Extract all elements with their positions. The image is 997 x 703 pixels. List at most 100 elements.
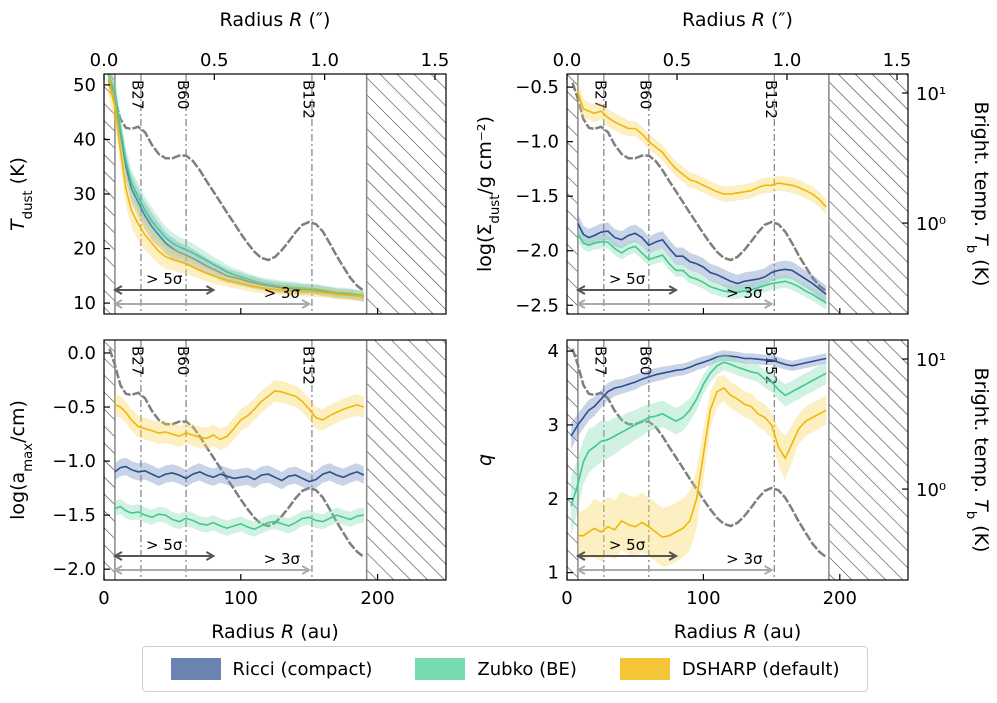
line-dsharp — [577, 387, 827, 539]
y-tick-label: −2.0 — [515, 241, 559, 262]
inner-hatch — [567, 74, 578, 314]
right-tick-label: 10¹ — [916, 350, 946, 371]
gap-label-b152: B152 — [300, 80, 318, 119]
sig3-label: > 3σ — [726, 550, 763, 568]
x-tick-label: 200 — [823, 588, 857, 609]
right-tick-label: 10¹ — [916, 84, 946, 105]
sig5-heads — [575, 551, 679, 561]
y-axis-label: q — [474, 454, 496, 466]
sig5-label: > 5σ — [146, 536, 183, 554]
right-axis-label: Bright. temp. Tb (K) — [964, 102, 993, 287]
legend-swatch-zubko — [415, 658, 466, 680]
top-tick-label: 1.5 — [421, 50, 450, 71]
y-axis-label: log(amax/cm) — [7, 400, 36, 520]
band-dsharp — [577, 374, 827, 567]
plot-area: B27 B60 B152 > 5σ > 3σ — [104, 74, 446, 314]
inner-hatch — [567, 340, 578, 580]
line-zubko — [570, 361, 827, 507]
sig3-heads — [112, 299, 312, 309]
panel-top-left: B27 B60 B152 > 5σ > 3σ 10 20 30 40 50 0.0 0.5 1.0 1.5… — [7, 9, 450, 315]
top-tick-label: 1.5 — [883, 50, 912, 71]
panel-top-right: B27 B60 B152 > 5σ > 3σ −2.5 −2.0 −1.5 −1.0 −0.5 0.… — [474, 9, 992, 316]
y-tick-label: 20 — [73, 239, 96, 260]
plot-area: B27 B60 B152 > 5σ > 3σ — [567, 74, 908, 314]
legend-swatch-dsharp — [619, 658, 670, 680]
top-axis-label: Radius R (″) — [220, 9, 331, 31]
y-tick-label: 50 — [73, 75, 96, 96]
gap-label-b27: B27 — [129, 80, 147, 109]
band-zubko — [571, 354, 827, 536]
brightness-profile — [571, 82, 827, 293]
y-tick-label: −0.5 — [52, 397, 96, 418]
top-tick-label: 1.0 — [310, 50, 339, 71]
outer-hatch — [366, 74, 446, 314]
sig5-heads — [112, 285, 216, 295]
sig3-heads — [112, 565, 312, 575]
x-axis-label: Radius R (au) — [674, 621, 802, 643]
top-tick-label: 0.0 — [90, 50, 119, 71]
y-tick-label: 0.0 — [67, 343, 96, 364]
band-ricci — [108, 74, 364, 302]
right-tick-label: 10⁰ — [916, 480, 946, 501]
sig3-label: > 3σ — [264, 550, 301, 568]
legend-item-zubko: Zubko (BE) — [415, 658, 577, 680]
band-ricci — [571, 350, 827, 450]
y-tick-label: 40 — [73, 129, 96, 150]
y-tick-label: 3 — [548, 415, 559, 436]
sig5-label: > 5σ — [146, 270, 183, 288]
line-ricci — [577, 223, 827, 296]
top-axis-label: Radius R (″) — [682, 9, 793, 31]
x-tick-label: 100 — [686, 588, 720, 609]
gap-label-b27: B27 — [129, 346, 147, 375]
panel-bottom-left: B27 B60 B152 > 5σ > 3σ −2.0 −1.5 −1.0 −0.5 0.0 0 10… — [7, 339, 447, 643]
line-ricci — [114, 465, 365, 483]
right-axis-label: Bright. temp. Tb (K) — [964, 368, 993, 553]
y-tick-label: −0.5 — [515, 77, 559, 98]
sig3-label: > 3σ — [264, 284, 301, 302]
inner-hatch — [104, 340, 115, 580]
top-tick-label: 1.0 — [773, 50, 802, 71]
band-ricci — [114, 457, 364, 491]
line-zubko — [107, 74, 365, 297]
gap-label-b60: B60 — [637, 346, 655, 375]
legend-label-dsharp: DSHARP (default) — [681, 658, 840, 680]
y-tick-label: 2 — [548, 489, 559, 510]
gap-label-b152: B152 — [300, 346, 318, 385]
y-axis-label: log(Σdust/g cm⁻²) — [474, 116, 503, 272]
y-tick-label: −2.0 — [52, 559, 96, 580]
outer-hatch — [828, 340, 908, 580]
top-tick-label: 0.0 — [553, 50, 582, 71]
outer-hatch — [828, 74, 908, 314]
gap-label-b60: B60 — [637, 80, 655, 109]
gap-label-b152: B152 — [762, 346, 780, 385]
legend-label-zubko: Zubko (BE) — [477, 658, 577, 680]
axes-frame — [566, 339, 909, 581]
sig3-heads — [575, 299, 774, 309]
band-zubko — [114, 498, 364, 537]
y-tick-label: −1.0 — [52, 451, 96, 472]
band-dsharp — [114, 380, 364, 451]
top-tick-label: 0.5 — [200, 50, 229, 71]
y-tick-label: 10 — [73, 293, 96, 314]
legend-label-ricci: Ricci (compact) — [232, 658, 373, 680]
sig5-label: > 5σ — [609, 270, 646, 288]
gap-label-b152: B152 — [762, 80, 780, 119]
y-tick-label: 4 — [548, 341, 559, 362]
line-dsharp — [577, 92, 827, 208]
y-tick-label: −1.5 — [52, 505, 96, 526]
legend-item-dsharp: DSHARP (default) — [619, 658, 840, 680]
axes-frame — [566, 73, 909, 315]
line-zubko — [577, 233, 827, 304]
band-dsharp — [577, 79, 827, 215]
gap-label-b60: B60 — [174, 346, 192, 375]
y-axis-label: Tdust (K) — [7, 157, 36, 231]
y-tick-label: 1 — [548, 563, 559, 584]
sig5-heads — [112, 551, 216, 561]
x-tick-label: 0 — [98, 588, 109, 609]
gap-label-b27: B27 — [592, 80, 610, 109]
brightness-profile — [108, 82, 365, 293]
x-axis-label: Radius R (au) — [211, 621, 339, 643]
line-ricci — [107, 74, 365, 298]
sig3-heads — [575, 565, 774, 575]
